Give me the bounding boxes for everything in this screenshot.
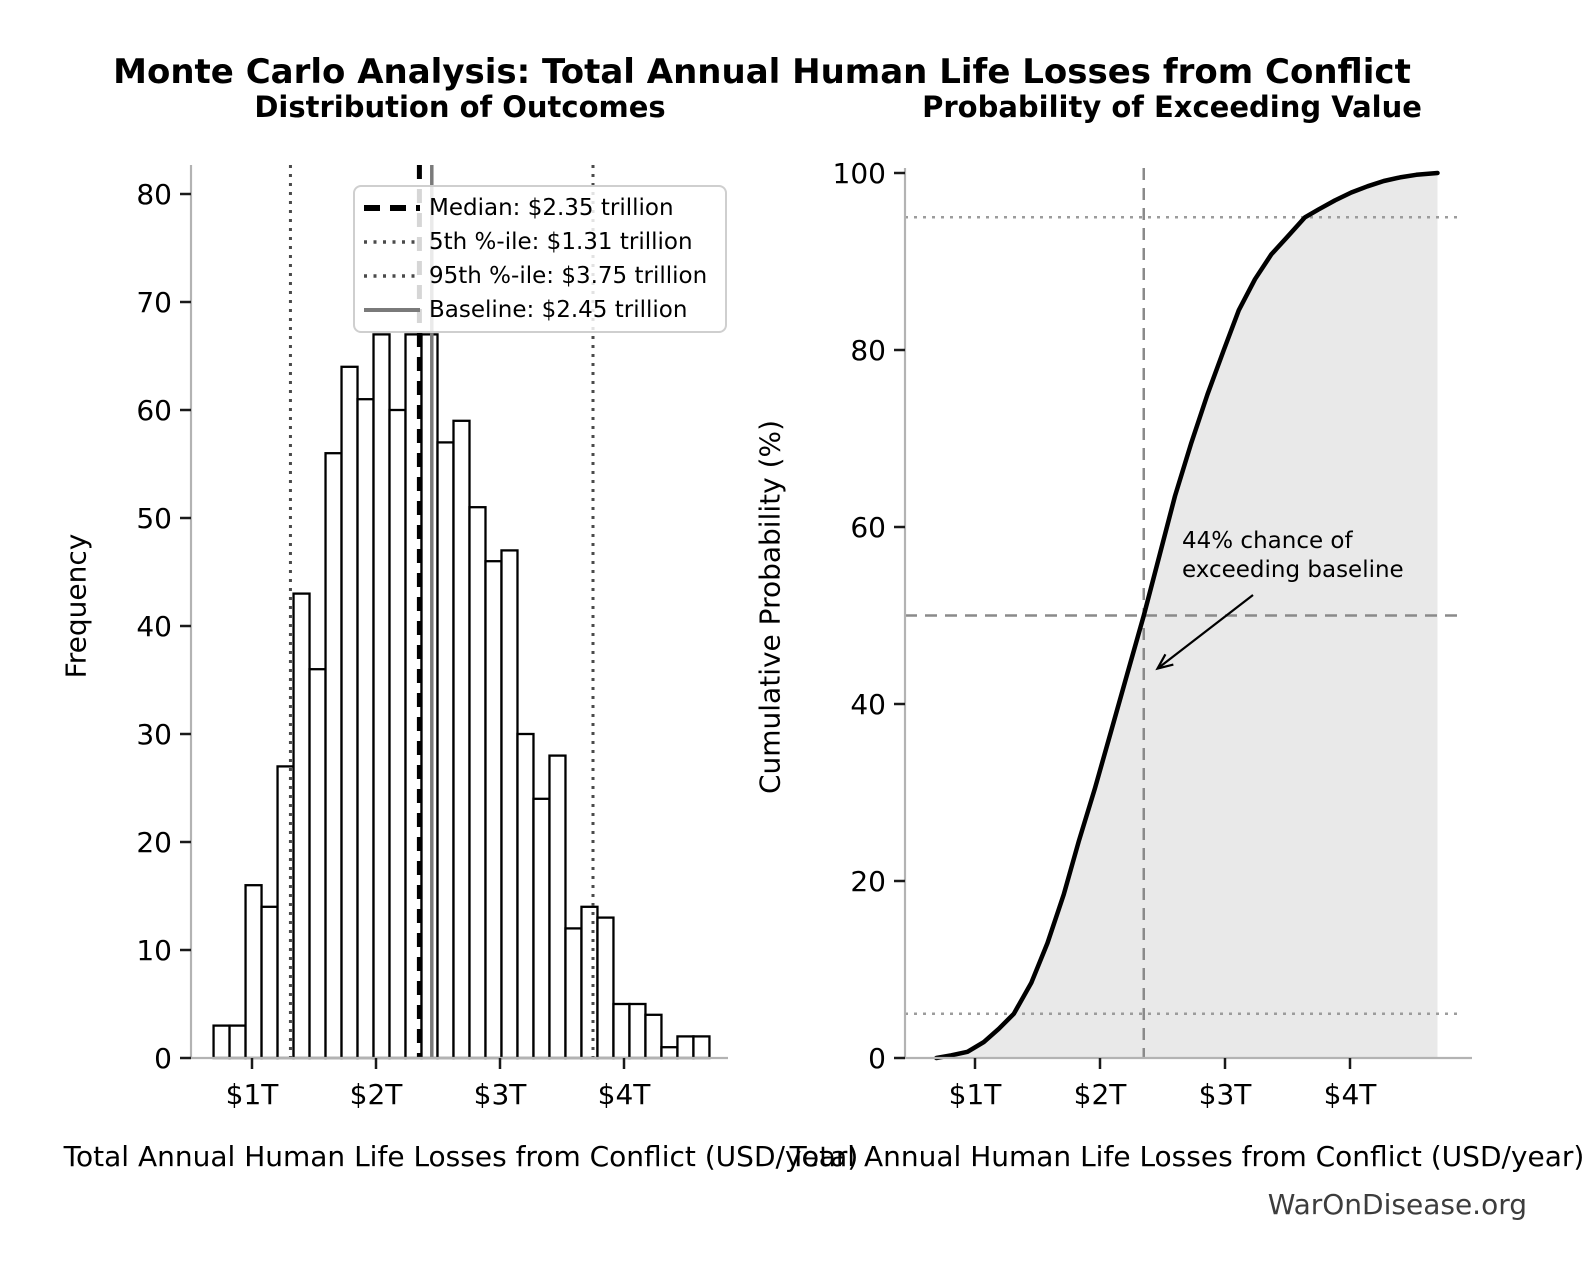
y-tick-label: 30 bbox=[136, 718, 172, 751]
y-tick-label: 60 bbox=[850, 511, 886, 544]
y-tick-label: 40 bbox=[136, 610, 172, 643]
cdf-ylabel: Cumulative Probability (%) bbox=[753, 419, 787, 795]
x-tick-label: $1T bbox=[226, 1078, 280, 1111]
histogram-bar bbox=[660, 1046, 679, 1060]
x-tick-label: $2T bbox=[350, 1078, 404, 1111]
histogram-bar bbox=[516, 732, 535, 1060]
histogram-bar bbox=[500, 549, 519, 1060]
watermark: WarOnDisease.org bbox=[1267, 1188, 1527, 1221]
histogram-ylabel: Frequency bbox=[59, 533, 93, 679]
cdf-curve bbox=[934, 170, 1440, 1061]
y-tick-label: 60 bbox=[136, 394, 172, 427]
x-tick-label: $3T bbox=[474, 1078, 528, 1111]
cdf-annotation: 44% chance of exceeding baseline bbox=[1182, 527, 1404, 585]
figure-title: Monte Carlo Analysis: Total Annual Human… bbox=[113, 52, 1411, 92]
y-tick-label: 40 bbox=[850, 688, 886, 721]
percentile-5-line-sample bbox=[364, 240, 420, 244]
histogram-bar bbox=[420, 333, 439, 1060]
legend-label: 5th %-ile: $1.31 trillion bbox=[429, 228, 693, 255]
histogram-bar bbox=[644, 1013, 663, 1060]
histogram-bar bbox=[676, 1035, 695, 1060]
histogram-bar bbox=[564, 927, 583, 1060]
y-tick-label: 80 bbox=[850, 334, 886, 367]
y-tick-label: 10 bbox=[136, 934, 172, 967]
histogram-bar bbox=[324, 452, 343, 1060]
percentile-95-line-sample bbox=[364, 274, 420, 278]
annotation-line: exceeding baseline bbox=[1182, 557, 1404, 583]
x-tick-label: $1T bbox=[949, 1078, 1003, 1111]
legend: Median: $2.35 trillion 5th %-ile: $1.31 t… bbox=[353, 185, 727, 333]
histogram-title: Distribution of Outcomes bbox=[254, 90, 666, 124]
histogram-bar bbox=[484, 560, 503, 1060]
legend-label: Baseline: $2.45 trillion bbox=[429, 296, 688, 323]
y-tick-label: 50 bbox=[136, 502, 172, 535]
y-tick-label: 0 bbox=[154, 1042, 172, 1075]
histogram-bar bbox=[388, 408, 407, 1060]
histogram-bar bbox=[596, 916, 615, 1060]
x-tick-label: $4T bbox=[1324, 1078, 1378, 1111]
histogram-bar bbox=[244, 884, 263, 1060]
histogram-bar bbox=[468, 506, 487, 1060]
histogram-bar bbox=[228, 1024, 247, 1060]
y-tick-label: 70 bbox=[136, 286, 172, 319]
histogram-bar bbox=[356, 398, 375, 1060]
median-line-sample bbox=[364, 205, 420, 211]
histogram-bar bbox=[308, 668, 327, 1060]
legend-item-median: Median: $2.35 trillion bbox=[363, 194, 717, 221]
x-tick-label: $4T bbox=[598, 1078, 652, 1111]
x-tick-label: $3T bbox=[1199, 1078, 1253, 1111]
annotation-line: 44% chance of bbox=[1182, 528, 1353, 554]
annotation-arrow-head bbox=[1155, 653, 1174, 671]
y-tick-label: 20 bbox=[850, 865, 886, 898]
legend-label: 95th %-ile: $3.75 trillion bbox=[429, 262, 708, 289]
histogram-bar bbox=[692, 1035, 711, 1060]
histogram-bar bbox=[436, 441, 455, 1060]
histogram-bar bbox=[340, 365, 359, 1060]
histogram-bar bbox=[548, 754, 567, 1060]
y-tick-label: 80 bbox=[136, 178, 172, 211]
histogram-bar bbox=[580, 905, 599, 1060]
histogram-bar bbox=[260, 905, 279, 1060]
histogram-bar bbox=[612, 1002, 631, 1060]
legend-label: Median: $2.35 trillion bbox=[429, 194, 674, 221]
legend-item-baseline: Baseline: $2.45 trillion bbox=[363, 296, 717, 323]
histogram-bar bbox=[532, 797, 551, 1060]
histogram-bar bbox=[628, 1002, 647, 1060]
cdf-xlabel: Total Annual Human Life Losses from Conf… bbox=[789, 1140, 1585, 1173]
x-tick-label: $2T bbox=[1074, 1078, 1128, 1111]
legend-item-percentile-5: 5th %-ile: $1.31 trillion bbox=[363, 228, 717, 255]
legend-item-percentile-95: 95th %-ile: $3.75 trillion bbox=[363, 262, 717, 289]
histogram-bar bbox=[372, 333, 391, 1060]
y-tick-label: 20 bbox=[136, 826, 172, 859]
histogram-bar bbox=[292, 592, 311, 1060]
y-tick-label: 0 bbox=[868, 1042, 886, 1075]
y-tick-label: 100 bbox=[833, 157, 886, 190]
cdf-title: Probability of Exceeding Value bbox=[922, 90, 1422, 124]
histogram-bar bbox=[452, 419, 471, 1060]
histogram-bar bbox=[212, 1024, 231, 1060]
baseline-line-sample bbox=[364, 308, 420, 312]
histogram-xlabel: Total Annual Human Life Losses from Conf… bbox=[63, 1140, 859, 1173]
annotation-arrow-line bbox=[1156, 594, 1254, 670]
